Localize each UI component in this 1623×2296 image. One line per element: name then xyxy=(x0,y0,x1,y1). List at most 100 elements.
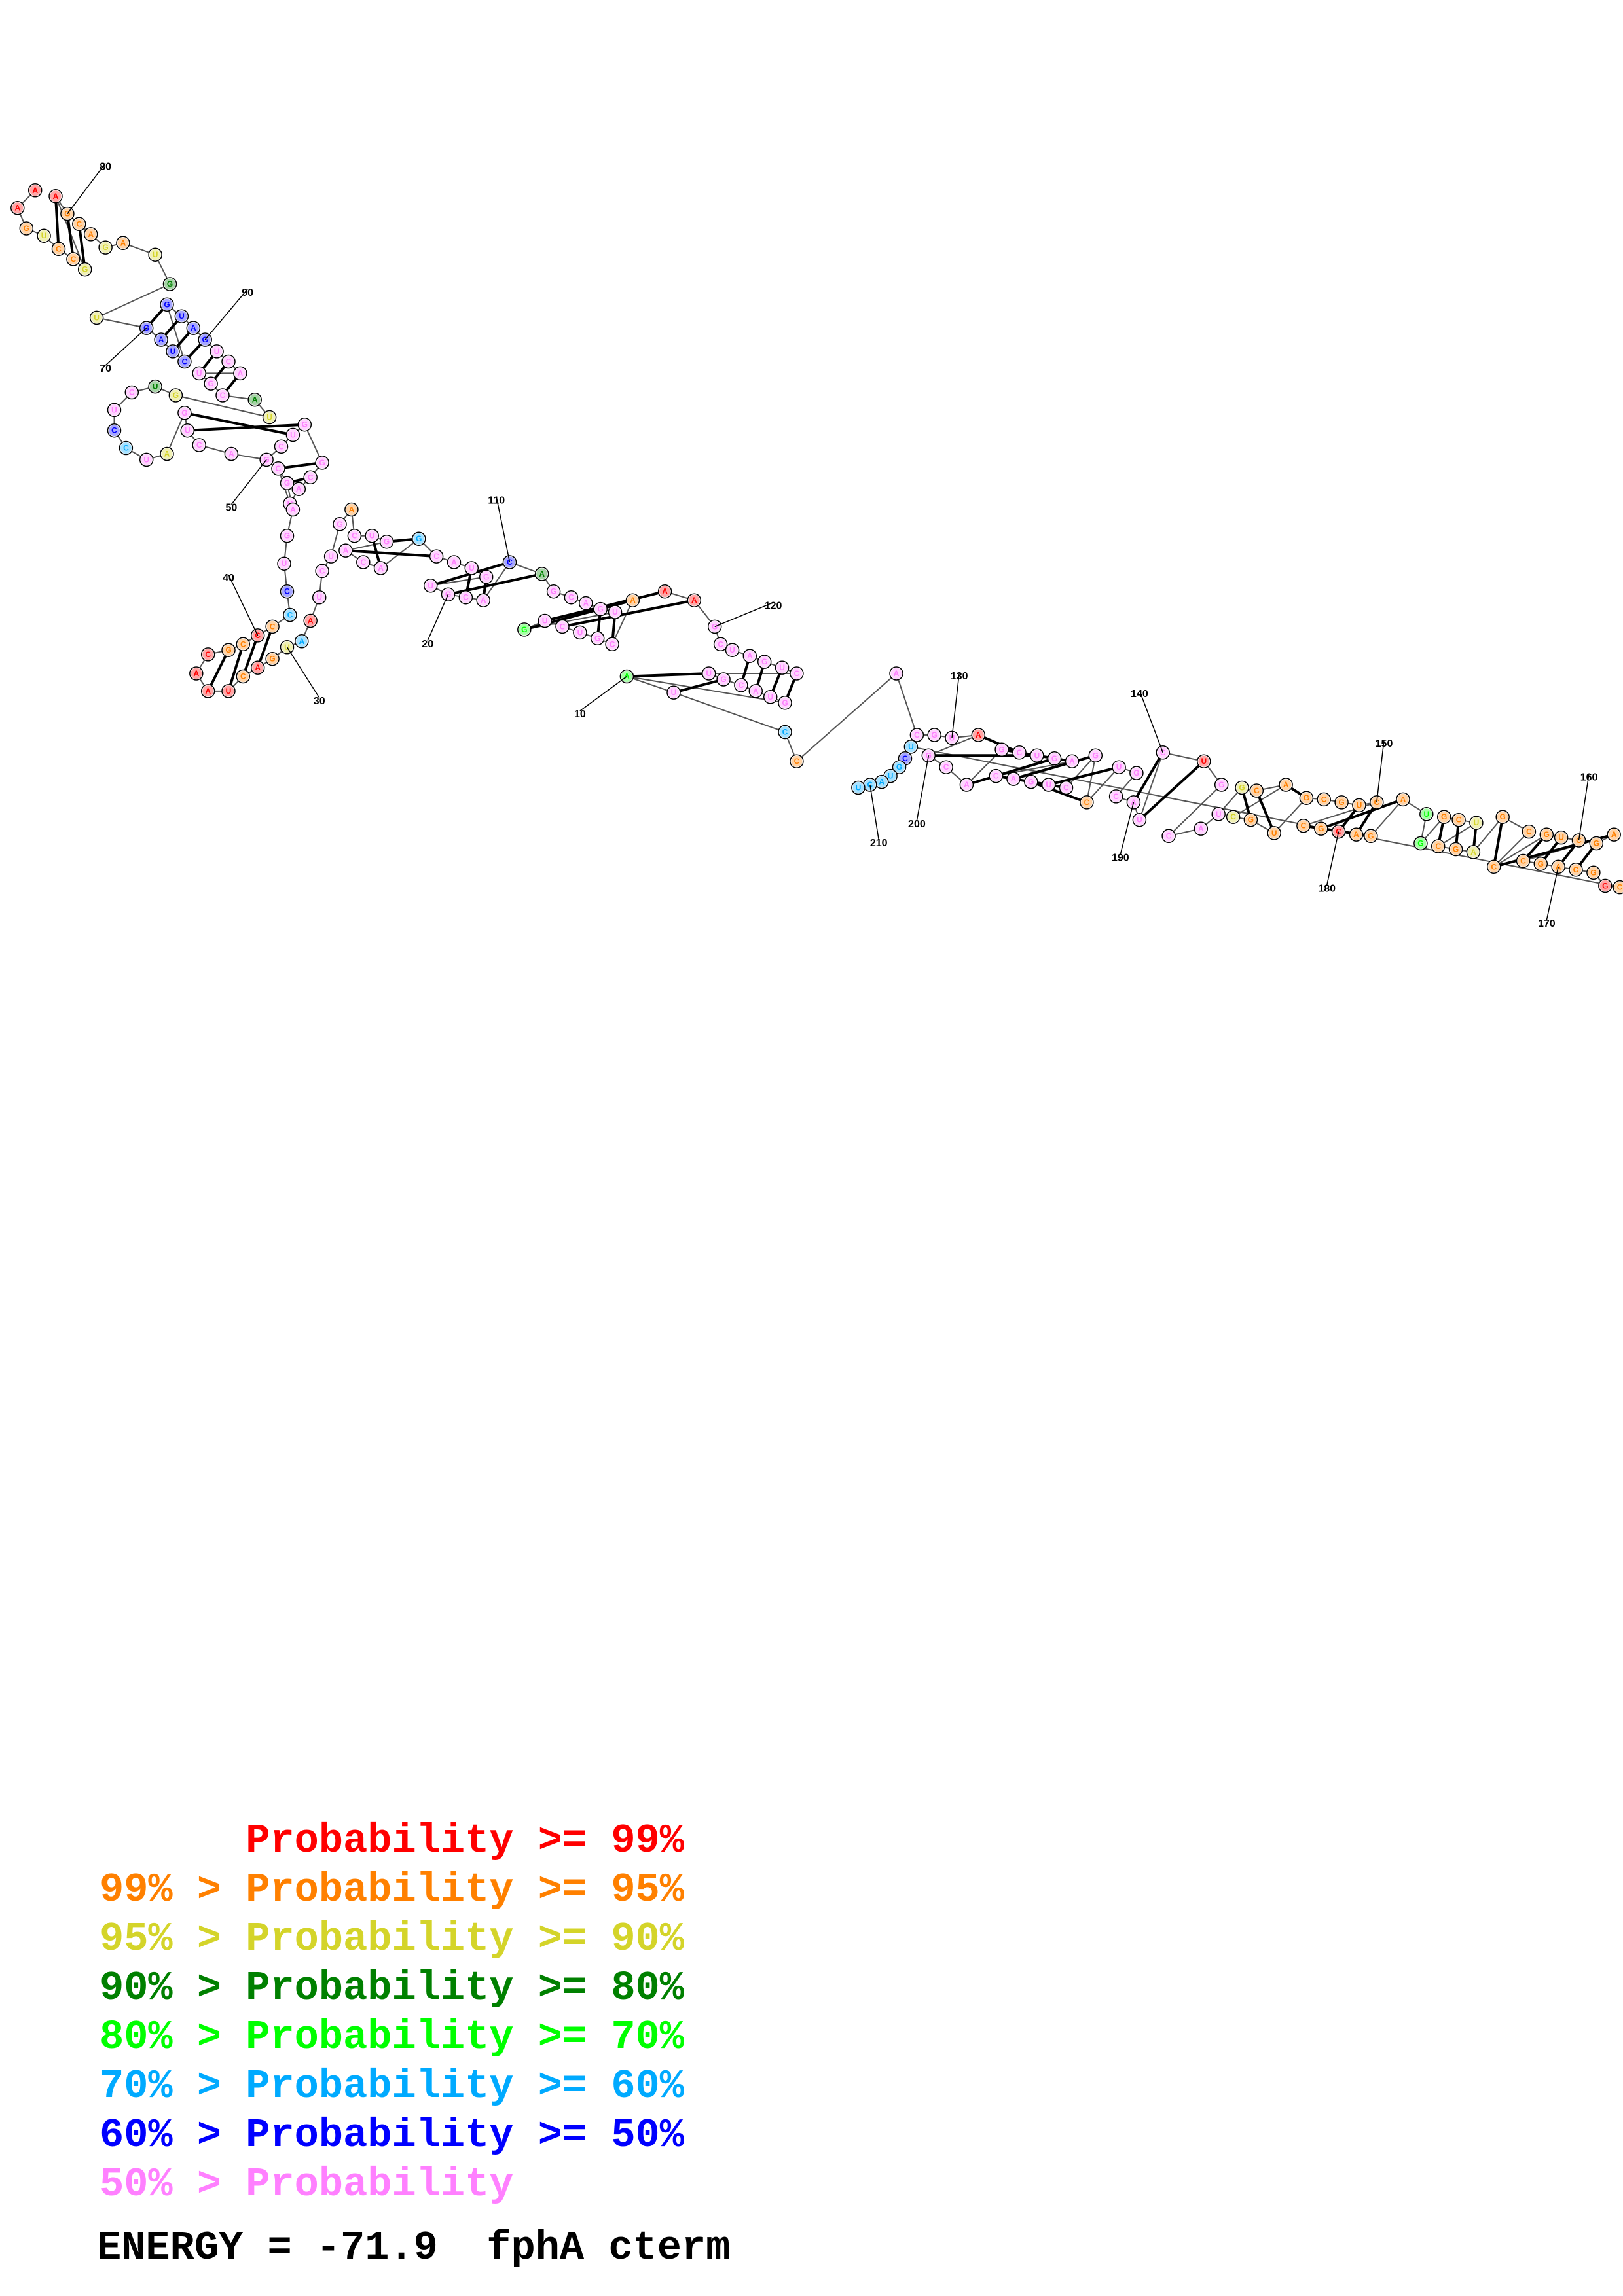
nucleotide: U xyxy=(323,549,338,564)
position-label: 80 xyxy=(100,162,111,173)
svg-text:A: A xyxy=(53,192,59,201)
svg-text:C: C xyxy=(240,639,246,649)
svg-text:G: G xyxy=(598,605,604,614)
position-label: 40 xyxy=(223,573,234,584)
svg-text:G: G xyxy=(416,534,422,543)
nucleotide: C xyxy=(119,440,134,456)
nucleotide: C xyxy=(265,619,280,634)
svg-text:A: A xyxy=(228,450,234,459)
nucleotide: G xyxy=(590,631,605,646)
nucleotide: U xyxy=(701,666,716,681)
svg-text:G: G xyxy=(1544,830,1550,839)
svg-text:U: U xyxy=(1201,757,1207,766)
position-label: 200 xyxy=(908,819,926,830)
svg-text:C: C xyxy=(182,357,188,367)
svg-text:G: G xyxy=(1304,793,1309,802)
svg-text:U: U xyxy=(1357,800,1362,810)
nucleotide: U xyxy=(312,590,327,605)
svg-text:U: U xyxy=(316,593,322,602)
nucleotide: G xyxy=(1047,751,1062,766)
nucleotide: G xyxy=(517,622,532,637)
svg-text:U: U xyxy=(908,742,914,751)
svg-text:C: C xyxy=(129,388,135,397)
nucleotide: A xyxy=(619,669,634,684)
nucleotide: A xyxy=(687,593,702,607)
svg-text:G: G xyxy=(173,391,179,400)
svg-text:C: C xyxy=(1617,883,1623,892)
svg-text:G: G xyxy=(1338,798,1344,807)
svg-text:A: A xyxy=(451,558,457,567)
position-label: 120 xyxy=(765,601,782,612)
nucleotide: U xyxy=(1041,778,1056,792)
nucleotide: A xyxy=(116,236,130,251)
svg-text:C: C xyxy=(794,757,800,766)
nucleotide: A xyxy=(447,555,462,569)
nucleotide: C xyxy=(1156,745,1170,760)
nucleotide: G xyxy=(1413,836,1428,851)
svg-text:A: A xyxy=(349,505,355,514)
nucleotide: C xyxy=(1451,812,1466,827)
svg-text:C: C xyxy=(276,464,282,473)
svg-text:C: C xyxy=(123,444,129,453)
svg-text:G: G xyxy=(896,762,902,772)
nucleotide: C xyxy=(734,678,748,692)
position-label: 20 xyxy=(422,639,433,650)
nucleotide: C xyxy=(713,637,728,652)
svg-text:C: C xyxy=(1526,827,1532,836)
svg-text:C: C xyxy=(1084,798,1090,807)
svg-text:U: U xyxy=(1116,762,1122,772)
nucleotide: U xyxy=(262,410,277,425)
svg-text:C: C xyxy=(1254,786,1260,795)
svg-text:C: C xyxy=(287,611,293,620)
nucleotide: U xyxy=(775,660,790,675)
nucleotide: U xyxy=(180,423,195,438)
position-label: 190 xyxy=(1112,852,1129,863)
nucleotide: C xyxy=(1080,795,1094,810)
nucleotide: A xyxy=(959,778,974,792)
svg-text:C: C xyxy=(1336,827,1341,836)
svg-text:A: A xyxy=(378,564,384,573)
nucleotide: G xyxy=(1024,774,1038,789)
nucleotide: G xyxy=(19,221,34,236)
svg-text:G: G xyxy=(1368,831,1374,840)
svg-text:G: G xyxy=(208,379,213,388)
nucleotide: U xyxy=(763,690,778,704)
svg-text:C: C xyxy=(718,639,723,649)
svg-text:U: U xyxy=(1216,810,1222,819)
svg-text:G: G xyxy=(1318,824,1324,833)
svg-text:C: C xyxy=(319,566,325,575)
nucleotide: U xyxy=(148,379,162,394)
nucleotide: A xyxy=(1349,827,1364,842)
svg-text:A: A xyxy=(193,669,199,678)
svg-text:A: A xyxy=(976,730,981,740)
svg-text:A: A xyxy=(747,651,753,660)
svg-text:G: G xyxy=(720,675,726,684)
nucleotide: C xyxy=(72,217,86,232)
svg-text:U: U xyxy=(706,669,712,678)
nucleotide: G xyxy=(1589,836,1604,851)
nucleotide: G xyxy=(479,569,494,584)
nucleotide: C xyxy=(790,666,804,681)
svg-text:C: C xyxy=(1520,856,1526,865)
nucleotide: C xyxy=(1317,792,1331,807)
nucleotide: A xyxy=(27,183,43,198)
svg-text:C: C xyxy=(226,357,232,367)
position-label: 140 xyxy=(1131,689,1148,700)
svg-text:G: G xyxy=(24,224,29,233)
nucleotide: C xyxy=(271,461,285,476)
svg-text:C: C xyxy=(463,593,469,602)
nucleotide: G xyxy=(1299,791,1314,805)
svg-text:A: A xyxy=(481,596,486,605)
svg-text:A: A xyxy=(894,669,900,678)
nucleotide: A xyxy=(971,728,986,742)
svg-text:G: G xyxy=(1028,778,1034,787)
svg-text:U: U xyxy=(767,692,773,702)
nucleotide: U xyxy=(538,613,552,628)
position-label: 170 xyxy=(1538,918,1556,929)
svg-text:G: G xyxy=(1594,839,1599,848)
position-label: 50 xyxy=(226,503,238,514)
nucleotide: G xyxy=(412,531,426,546)
svg-text:G: G xyxy=(1248,816,1254,825)
svg-text:A: A xyxy=(753,687,759,696)
svg-text:C: C xyxy=(1573,865,1579,874)
